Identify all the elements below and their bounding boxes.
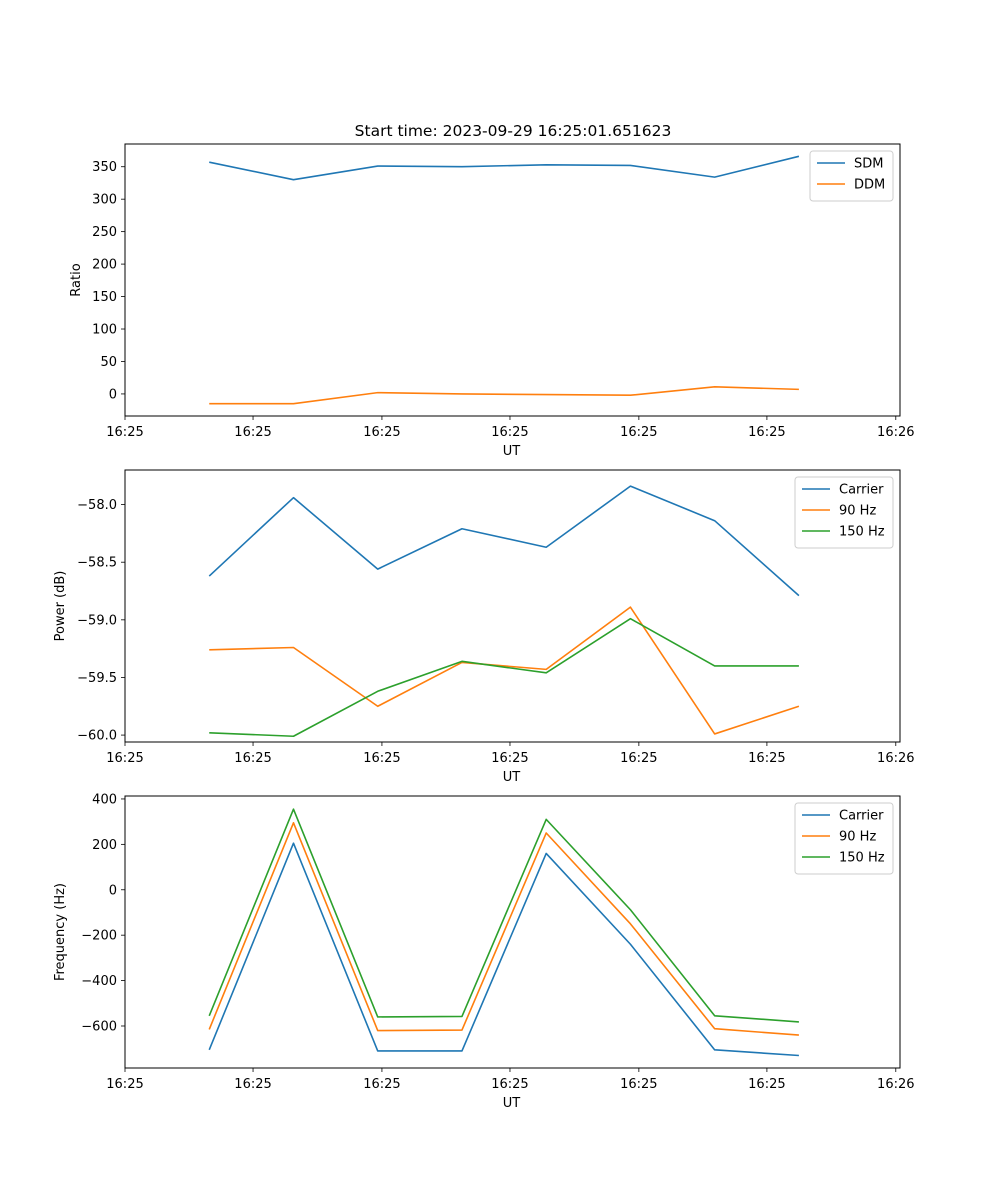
x-tick-label: 16:25	[748, 425, 785, 440]
legend-label: Carrier	[839, 809, 884, 824]
x-tick-label: 16:25	[620, 751, 657, 766]
axes-frame	[124, 469, 901, 743]
x-tick-label: 16:25	[748, 1077, 785, 1092]
x-tick-label: 16:25	[234, 751, 271, 766]
y-tick-label: 0	[109, 883, 117, 898]
x-tick-label: 16:25	[106, 1077, 143, 1092]
series-line-90-hz	[209, 606, 800, 735]
y-tick-label: 150	[92, 290, 117, 305]
x-tick-label: 16:25	[234, 1077, 271, 1092]
x-tick-label: 16:25	[491, 751, 528, 766]
x-tick-label: 16:26	[877, 1077, 914, 1092]
x-tick-label: 16:25	[620, 1077, 657, 1092]
x-tick-label: 16:25	[620, 425, 657, 440]
legend-label: SDM	[854, 157, 883, 172]
chart-title: Start time: 2023-09-29 16:25:01.651623	[355, 122, 672, 140]
x-tick-label: 16:25	[363, 1077, 400, 1092]
legend-label: 90 Hz	[839, 504, 876, 519]
subplot-1: 16:25 16:25 16:25 16:25 16:25 16:25 16:26 0 50 10…	[69, 143, 915, 459]
y-tick-label: 400	[92, 792, 117, 807]
y-tick-label: −60.0	[77, 729, 117, 744]
x-tick-label: 16:25	[363, 751, 400, 766]
x-tick-label: 16:25	[748, 751, 785, 766]
y-tick-label: −200	[81, 929, 117, 944]
x-tick-label: 16:25	[234, 425, 271, 440]
series-line-150-hz	[209, 617, 799, 738]
series-line-carrier	[208, 485, 800, 597]
y-tick-label: 300	[92, 193, 117, 208]
series-line-carrier	[208, 842, 799, 1057]
x-tick-label: 16:26	[877, 751, 914, 766]
axes-frame	[124, 143, 901, 417]
y-tick-label: −59.0	[77, 613, 117, 628]
legend-label: Carrier	[839, 483, 884, 498]
plots-container: 16:25 16:25 16:25 16:25 16:25 16:25 16:26 0 50 10…	[53, 143, 915, 1111]
series-line-ddm	[209, 385, 799, 405]
x-tick-label: 16:25	[106, 751, 143, 766]
y-tick-label: 0	[109, 387, 117, 402]
legend: Carrier 90 Hz 150 Hz	[794, 476, 894, 549]
x-axis-label: UT	[503, 1096, 521, 1111]
legend-label: DDM	[854, 178, 885, 193]
x-tick-label: 16:25	[363, 425, 400, 440]
x-axis-label: UT	[503, 444, 521, 459]
y-tick-label: 250	[92, 225, 117, 240]
x-tick-label: 16:25	[106, 425, 143, 440]
x-tick-label: 16:25	[491, 425, 528, 440]
y-axis-label: Frequency (Hz)	[53, 883, 68, 981]
y-tick-label: 100	[92, 323, 117, 338]
y-tick-label: 200	[92, 258, 117, 273]
y-tick-label: −400	[81, 974, 117, 989]
y-tick-label: −58.5	[77, 556, 117, 571]
x-tick-label: 16:26	[877, 425, 914, 440]
axes-frame	[124, 795, 901, 1069]
y-axis-label: Ratio	[69, 263, 84, 296]
x-axis-label: UT	[503, 770, 521, 785]
y-tick-label: −600	[81, 1019, 117, 1034]
y-tick-label: 50	[100, 355, 117, 370]
subplot-2: 16:25 16:25 16:25 16:25 16:25 16:25 16:26 −58.0…	[53, 469, 915, 785]
legend: SDM DDM	[809, 150, 894, 202]
legend-label: 90 Hz	[839, 830, 876, 845]
legend-label: 150 Hz	[839, 525, 885, 540]
series-line-sdm	[209, 155, 800, 181]
y-tick-label: 200	[92, 838, 117, 853]
y-tick-label: −59.5	[77, 671, 117, 686]
series-line-150-hz	[208, 808, 799, 1023]
y-tick-label: −58.0	[77, 498, 117, 513]
legend: Carrier 90 Hz 150 Hz	[794, 802, 894, 875]
series-line-90-hz	[208, 821, 799, 1036]
y-tick-label: 350	[92, 160, 117, 175]
subplot-3: 16:25 16:25 16:25 16:25 16:25 16:25 16:26 400 20…	[53, 792, 915, 1111]
x-tick-label: 16:25	[491, 1077, 528, 1092]
y-axis-label: Power (dB)	[53, 571, 68, 642]
legend-label: 150 Hz	[839, 851, 885, 866]
